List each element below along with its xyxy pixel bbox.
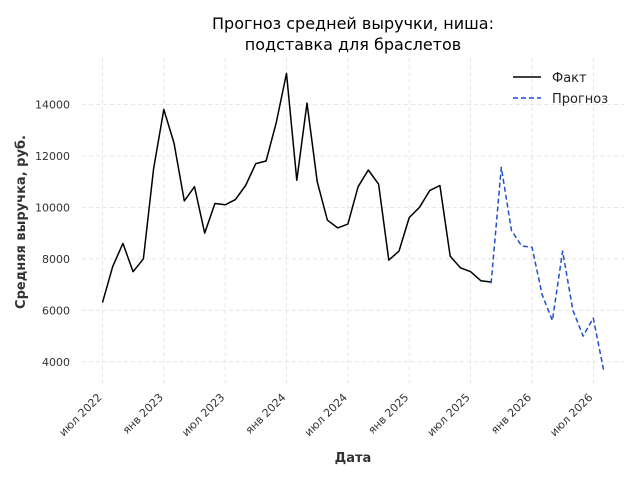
x-axis-ticks: июл 2022 янв 2023 июл 2023 янв 2024 июл 2024… xyxy=(57,391,596,439)
x-tick-label: июл 2025 xyxy=(425,391,473,439)
y-tick-label: 14000 xyxy=(35,98,70,111)
x-tick-label: июл 2026 xyxy=(547,391,595,439)
y-tick-label: 10000 xyxy=(35,201,70,214)
x-tick-label: июл 2022 xyxy=(57,391,105,439)
x-tick-label: июл 2024 xyxy=(302,391,350,439)
series-layer xyxy=(101,72,605,370)
series-line-forecast xyxy=(490,166,605,370)
y-axis-ticks: 4000 6000 8000 10000 12000 14000 xyxy=(35,98,70,368)
y-axis-label: Средняя выручка, руб. xyxy=(14,135,29,309)
y-tick-label: 12000 xyxy=(35,150,70,163)
legend-label-forecast: Прогноз xyxy=(552,92,608,107)
x-axis-label: Дата xyxy=(335,451,372,466)
x-tick-label: янв 2024 xyxy=(243,391,289,437)
legend: Факт Прогноз xyxy=(513,71,608,107)
x-tick-label: янв 2023 xyxy=(120,391,166,437)
chart-title-line-1: Прогноз средней выручки, ниша: xyxy=(212,14,494,33)
x-tick-label: янв 2025 xyxy=(366,391,412,437)
y-tick-label: 8000 xyxy=(42,253,70,266)
x-tick-label: янв 2026 xyxy=(488,391,534,437)
series-line-fact xyxy=(101,72,492,303)
y-tick-label: 4000 xyxy=(42,356,70,369)
legend-label-fact: Факт xyxy=(552,71,587,86)
chart-title-line-2: подставка для браслетов xyxy=(245,35,461,54)
grid xyxy=(82,58,624,385)
x-tick-label: июл 2023 xyxy=(179,391,227,439)
y-tick-label: 6000 xyxy=(42,304,70,317)
